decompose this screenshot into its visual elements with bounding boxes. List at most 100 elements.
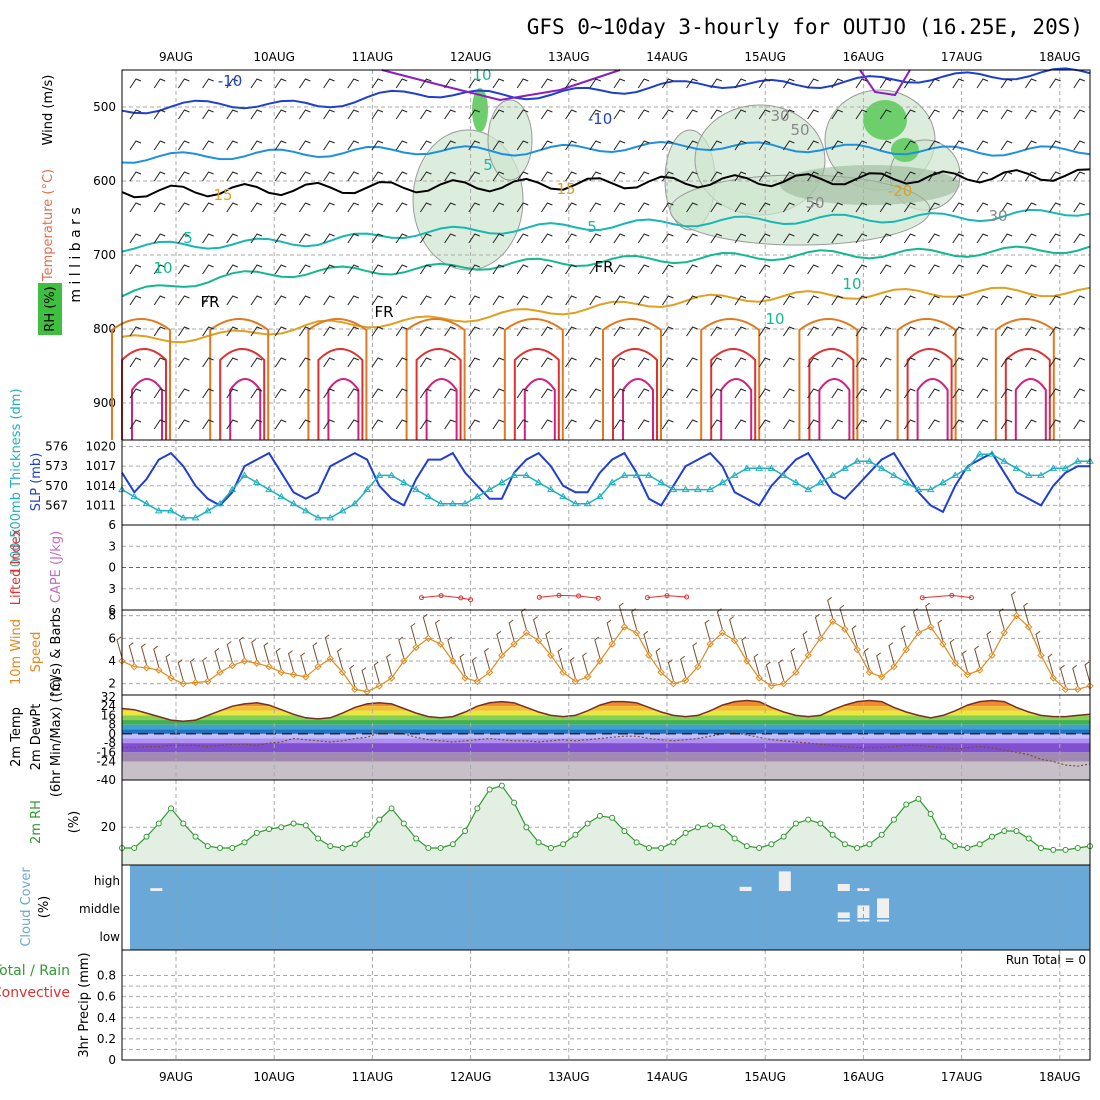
wind-barb (1049, 202, 1061, 213)
lifted-index-marker (968, 595, 974, 601)
precip-y-tick: 0.4 (97, 1011, 116, 1025)
thickness-marker (399, 478, 408, 485)
wind-barb (661, 171, 674, 182)
rh-marker (927, 811, 934, 817)
wind-barb (444, 109, 456, 120)
wind-barb (734, 233, 747, 244)
x-tick-top: 15AUG (744, 50, 786, 64)
wind-barb (613, 264, 626, 275)
wind-barb (1024, 295, 1037, 306)
wind-barb (1073, 326, 1085, 337)
wind-speed-marker (571, 677, 580, 686)
wind-speed-marker (890, 662, 898, 671)
wind-barb (686, 233, 698, 244)
wind-barb (540, 388, 553, 399)
wind-barb (274, 109, 287, 120)
wind-barb (734, 78, 747, 89)
wind-barb (468, 140, 480, 151)
wind-barb (782, 326, 795, 337)
wind-barb (952, 233, 964, 244)
wind-barb-10m (116, 636, 123, 659)
wind-speed-marker (939, 640, 947, 648)
wind-barb (1000, 326, 1013, 337)
x-tick-bottom: 12AUG (450, 1070, 492, 1084)
wind-speed-marker (755, 674, 763, 682)
wind-barb (1049, 388, 1061, 399)
wind-barb (444, 388, 456, 399)
diurnal-contour-1-0 (209, 318, 270, 440)
wind-barb (129, 264, 142, 275)
wind-speed-marker (142, 664, 151, 672)
thickness-y-tick: 573 (45, 459, 68, 473)
rh-marker (841, 841, 848, 848)
wind-barb-10m (165, 653, 172, 676)
wind-barb-10m (557, 647, 564, 670)
thickness-marker (203, 506, 212, 514)
wind-speed-marker (743, 657, 751, 665)
wind-speed-marker (130, 662, 138, 671)
rh-marker (339, 845, 346, 851)
rh-marker (658, 845, 665, 851)
thickness-marker (546, 485, 555, 493)
wind-barb (202, 233, 214, 244)
contour-label: FR (594, 258, 613, 276)
wind-barb-10m (1072, 664, 1079, 687)
thickness-marker (326, 513, 335, 521)
wind-barb (1024, 388, 1037, 399)
wind-barb (758, 295, 771, 306)
rh-marker (425, 845, 432, 851)
wind-barb (782, 357, 795, 368)
thickness-marker (657, 478, 666, 485)
thickness-marker (669, 485, 678, 493)
wind-barb (347, 326, 359, 337)
wind-barb-10m (643, 630, 650, 653)
wind-barb (444, 357, 456, 368)
diurnal-contour-8-0 (896, 318, 957, 440)
cloud-axis-label: Cloud Cover (19, 867, 34, 947)
wind-barb (202, 171, 214, 182)
rh-marker (903, 801, 910, 808)
wind-barb (1073, 109, 1085, 120)
wind-barb (492, 202, 505, 213)
wind-barb (589, 78, 601, 89)
temp-band (122, 729, 1090, 734)
wind-barb (444, 202, 456, 213)
temp-band (122, 761, 1090, 780)
thickness-marker (252, 478, 261, 485)
wind-barb (153, 140, 166, 151)
wind-barb (976, 264, 989, 275)
rh-marker (829, 831, 836, 838)
wind-barb (202, 202, 214, 213)
precip-legend-total: Total / Rain (0, 963, 70, 979)
wind-speed-marker (877, 673, 886, 681)
diurnal-contour-7-2 (818, 378, 851, 440)
wind-speed-marker (326, 655, 335, 663)
wind-speed-marker (387, 674, 396, 682)
wind-speed-marker (1061, 685, 1070, 694)
wind-barb-10m (1035, 630, 1042, 653)
wind-speed-marker (289, 670, 298, 679)
wind-barb-10m (753, 653, 760, 676)
wind-barb (952, 109, 964, 120)
wind-barb (637, 357, 650, 368)
wind-barb (202, 326, 214, 337)
rh-marker (976, 841, 983, 848)
wind-barb (976, 140, 989, 151)
thickness-marker (816, 478, 825, 485)
wind-barb (419, 78, 432, 89)
wind-barb (1000, 264, 1013, 275)
rh-marker (131, 845, 138, 851)
thickness-marker (877, 464, 886, 471)
upper-y-tick: 800 (93, 322, 116, 336)
thickness-marker (595, 492, 604, 500)
wind-barb (153, 419, 166, 430)
x-tick-top: 16AUG (843, 50, 885, 64)
wind-barb (274, 326, 287, 337)
wind-barb (492, 140, 505, 151)
wind-barb (1049, 233, 1061, 244)
wind-barb (637, 233, 650, 244)
rh-marker (143, 833, 150, 840)
wind-barb-10m (961, 650, 968, 672)
wind-speed-marker (338, 668, 347, 677)
